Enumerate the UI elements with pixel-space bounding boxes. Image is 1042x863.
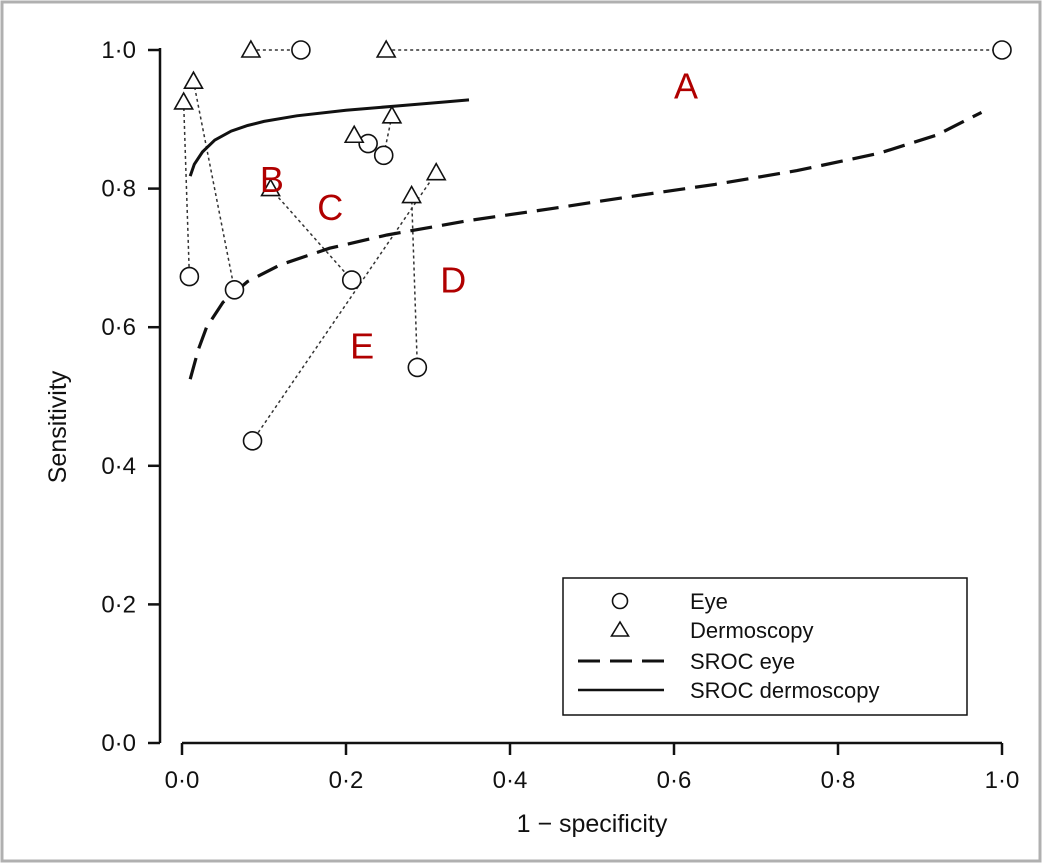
marker-layer <box>173 39 1012 451</box>
legend-box <box>562 577 968 716</box>
dermoscopy-point <box>375 39 397 58</box>
y-tick-label: 0·0 <box>101 730 136 757</box>
region-label: C <box>317 187 343 228</box>
eye-point <box>242 431 263 451</box>
eye-point <box>224 279 245 300</box>
y-axis: 0·0 0·2 0·4 0·6 0·8 1·0 <box>101 37 160 757</box>
x-tick-label: 0·8 <box>821 767 856 794</box>
y-tick-label: 0·6 <box>101 314 136 341</box>
dermoscopy-point <box>425 162 447 181</box>
x-tick-label: 0·0 <box>165 767 200 794</box>
eye-point <box>407 357 428 378</box>
legend-eye-marker <box>611 592 629 610</box>
eye-point <box>291 40 311 60</box>
legend-label-dermoscopy: Dermoscopy <box>690 618 813 643</box>
y-tick-label: 0·2 <box>101 591 136 618</box>
curve-layer <box>188 98 983 380</box>
x-axis-title: 1 − specificity <box>517 810 668 838</box>
eye-point <box>373 145 394 166</box>
dermoscopy-point <box>401 184 422 204</box>
eye-point <box>341 270 362 290</box>
region-label: A <box>674 66 698 107</box>
paired-link-line <box>269 188 353 281</box>
paired-link-line <box>251 172 437 442</box>
region-label: E <box>350 325 374 366</box>
annotation-layer: A BC D E <box>260 66 698 367</box>
legend-label-sroc-eye: SROC eye <box>690 649 795 674</box>
eye-point <box>179 266 200 287</box>
legend-label-sroc-dermoscopy: SROC dermoscopy <box>690 678 880 703</box>
y-tick-label: 0·4 <box>101 453 136 480</box>
sroc-eye-curve <box>188 110 983 380</box>
paired-link-line <box>410 195 419 368</box>
eye-point <box>358 133 378 154</box>
y-tick-label: 0·8 <box>101 176 136 203</box>
x-tick-label: 1·0 <box>985 767 1020 794</box>
dermoscopy-point <box>183 70 204 89</box>
x-axis: 0·0 0·2 0·4 0·6 0·8 1·0 <box>165 743 1020 794</box>
legend-dermoscopy-marker <box>610 620 630 637</box>
dermoscopy-point <box>173 91 195 110</box>
sroc-dermoscopy-curve <box>188 98 470 177</box>
dermoscopy-point <box>260 177 281 197</box>
dermoscopy-point <box>240 39 262 58</box>
x-tick-label: 0·4 <box>493 767 528 794</box>
y-tick-label: 1·0 <box>101 37 136 64</box>
legend-label-eye: Eye <box>690 589 728 614</box>
link-layer <box>182 49 1002 442</box>
dermoscopy-point <box>381 105 403 124</box>
x-tick-label: 0·6 <box>657 767 692 794</box>
region-label: D <box>440 260 466 301</box>
eye-point <box>992 40 1012 60</box>
x-tick-label: 0·2 <box>329 767 364 794</box>
paired-link-line <box>182 101 191 277</box>
legend: Eye Dermoscopy SROC eye SROC dermoscopy <box>562 577 968 716</box>
dermoscopy-point <box>343 124 365 144</box>
region-label: B <box>260 159 284 200</box>
y-axis-title: Sensitivity <box>44 370 72 483</box>
